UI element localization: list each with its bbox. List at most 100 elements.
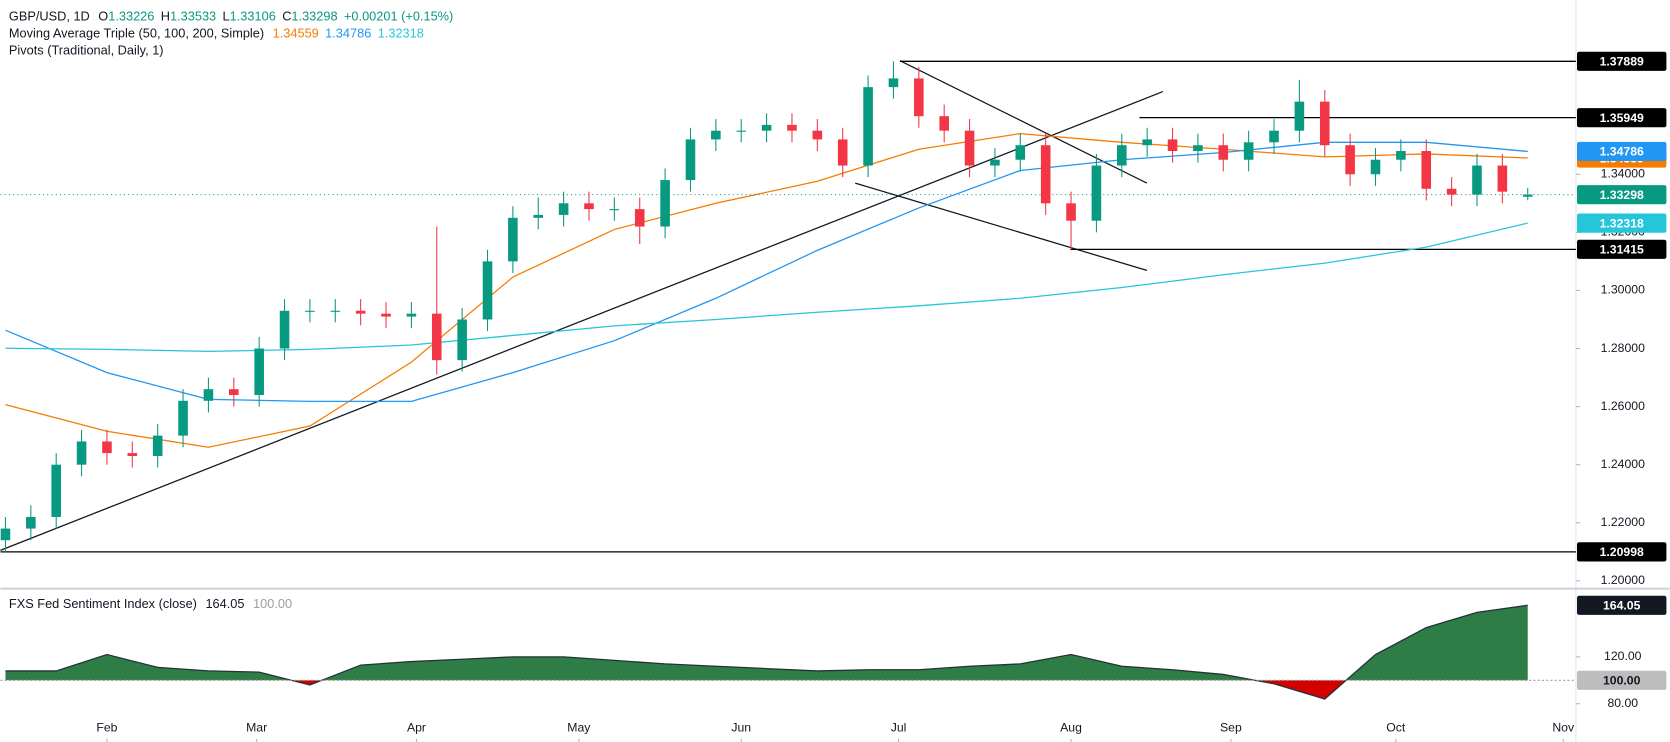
x-tick-label: Feb [96,720,117,734]
candle-body [939,116,949,131]
y-tick-label: 1.24000 [1601,457,1645,471]
candle-body [51,464,61,517]
ohlc-value: 1.33106 [230,8,276,23]
candle-body [1472,165,1482,195]
candle-body [1497,165,1508,192]
pivot-price-label-box [1577,108,1667,128]
candle-body [1446,188,1457,195]
candle-body [1294,101,1305,131]
ma-price-label-box [1577,213,1667,233]
trend-line [855,182,1148,272]
pivot-price-label: 1.31415 [1600,243,1644,257]
pivot-price-label: 1.37889 [1600,55,1644,69]
candle-body [152,435,163,456]
candle-body [660,180,670,227]
candle-body [837,139,848,166]
indicator-legend-baseline: 100.00 [253,596,292,611]
pivot-price-label-box [1577,239,1667,259]
indicator-area-up [5,605,1528,681]
candle-body [533,214,544,218]
ma-price-label: 1.32318 [1600,216,1644,230]
candle-body [127,453,138,456]
indicator-last-label: 164.05 [1603,599,1641,613]
pivots-legend-label: Pivots (Traditional, Daily, 1) [9,42,164,57]
trend-line [899,60,1148,184]
indicator-tick-label: 80.00 [1607,696,1638,710]
x-tick-label: Apr [407,720,426,734]
candle-body [634,209,645,227]
pivot-price-label: 1.20998 [1600,545,1644,559]
candle-body [1015,145,1026,160]
candle-body [1142,139,1152,146]
ohlc-letter: H [161,8,170,23]
candle-body [1522,194,1533,197]
candle-body [1218,145,1229,160]
candle-body [178,400,188,436]
y-tick-label: 1.22000 [1601,515,1645,529]
candle-body [1421,151,1432,189]
x-tick-label: Oct [1386,720,1406,734]
x-tick-label: Sep [1220,720,1242,734]
last-price-label-box [1577,185,1667,205]
indicator-last-label-box [1577,595,1667,615]
ohlc-value: 1.33226 [108,8,154,23]
pivot-price-label-box [1577,51,1667,71]
candle-body [26,516,36,529]
candle-body [1396,151,1406,160]
ohlc-letter: O [98,8,108,23]
y-tick-label: 1.30000 [1601,283,1645,297]
candle-body [1167,139,1178,152]
indicator-tick-label: 120.00 [1604,649,1642,663]
y-tick-label: 1.34000 [1601,166,1645,180]
candle-body [431,313,442,361]
candle-body [736,130,747,132]
ma-price-label-box [1577,141,1667,162]
candle-body [229,389,239,395]
ohlc-letter: C [282,8,291,23]
candle-body [0,528,11,541]
candle-body [990,159,1000,166]
candle-body [964,130,975,166]
ma-legend-value: 1.34786 [325,25,371,40]
ma-legend-label: Moving Average Triple (50, 100, 200, Sim… [9,25,264,40]
candle-body [1117,145,1127,166]
ohlc-value: 1.33298 [291,8,337,23]
last-price-label: 1.33298 [1600,188,1644,202]
candle-body [1066,203,1076,221]
candle-body [1319,101,1330,146]
x-tick-label: Jun [731,720,751,734]
candle-body [482,261,493,320]
candle-body [76,441,87,465]
ma-legend-value: 1.32318 [378,25,424,40]
candle-body [558,203,569,215]
candle-body [914,78,924,117]
candle-body [457,319,467,361]
candle-body [787,124,797,131]
x-tick-label: Nov [1552,720,1575,734]
candle-body [381,313,391,317]
candle-body [406,313,417,317]
candle-body [685,139,696,181]
candle-body [254,348,264,395]
candle-body [888,78,899,88]
pivot-price-label-box [1577,542,1667,562]
candle-body [863,87,873,166]
ma-legend-value: 1.34559 [273,25,319,40]
price-pane [0,60,1576,553]
x-tick-label: Jul [891,720,907,734]
ma-price-label: 1.34786 [1600,145,1644,159]
candle-body [1269,130,1279,143]
candle-body [812,130,823,140]
candle-body [508,217,518,262]
candle-body [355,310,366,314]
candle-body [584,203,594,210]
x-tick-label: May [567,720,591,734]
candle-body [102,441,112,454]
indicator-baseline-label-box [1577,670,1667,690]
candle-body [305,310,315,312]
symbol-label: GBP/USD, 1D [9,8,90,23]
candle-body [279,310,290,349]
indicator-baseline-label: 100.00 [1603,674,1641,688]
